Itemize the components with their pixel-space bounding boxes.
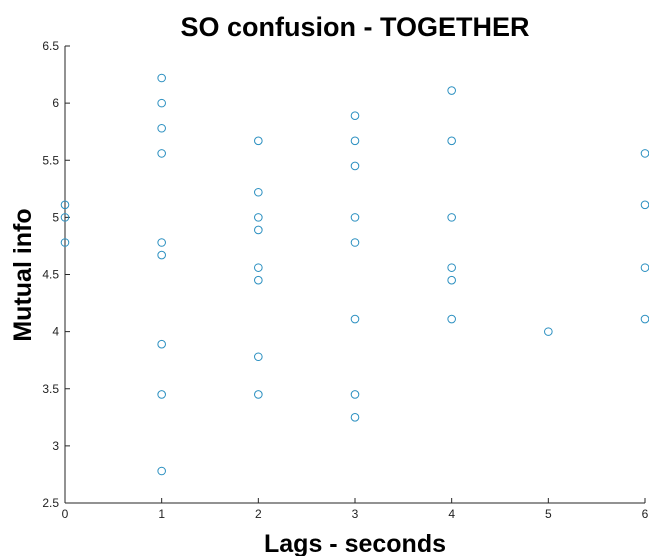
x-tick-label: 3: [352, 507, 359, 521]
data-point: [60, 238, 70, 247]
data-point: [447, 263, 456, 272]
data-point: [350, 111, 360, 120]
data-point: [350, 238, 360, 247]
x-axis-label: Lags - seconds: [264, 530, 446, 556]
data-point: [254, 390, 263, 399]
data-point: [157, 98, 166, 108]
data-point: [447, 86, 456, 95]
data-point: [60, 213, 70, 222]
data-point: [254, 136, 263, 146]
x-tick-label: 4: [448, 507, 455, 521]
data-point: [640, 200, 649, 210]
data-point: [350, 136, 360, 146]
y-tick-label: 3.5: [42, 382, 59, 396]
data-point: [350, 314, 360, 324]
data-point: [350, 390, 360, 399]
data-point: [350, 413, 360, 422]
x-tick-label: 2: [255, 507, 262, 521]
data-point: [447, 136, 456, 146]
y-tick-label: 3: [52, 439, 59, 453]
y-tick-label: 6: [52, 96, 59, 110]
y-tick-label: 6.5: [42, 39, 59, 53]
data-point: [640, 314, 649, 324]
data-point: [350, 161, 360, 171]
x-tick-label: 6: [642, 507, 649, 521]
tick-group: 0 1 2 3 4 5 6 2.5 3 3.5 4 4.5 5 5.5 6 6.5: [42, 39, 648, 521]
point-group: [60, 73, 649, 476]
data-point: [157, 149, 166, 158]
y-axis-label: Mutual info: [9, 208, 37, 341]
data-point: [157, 73, 166, 83]
data-point: [447, 275, 456, 285]
data-point: [60, 200, 70, 210]
data-point: [254, 213, 263, 222]
data-point: [254, 263, 263, 272]
y-tick-label: 2.5: [42, 496, 59, 510]
x-tick-label: 0: [62, 507, 69, 521]
x-tick-label: 1: [158, 507, 165, 521]
x-tick-label: 5: [545, 507, 552, 521]
data-point: [640, 149, 649, 158]
y-tick-label: 4.5: [42, 268, 59, 282]
data-point: [544, 327, 553, 336]
data-point: [447, 213, 456, 222]
data-point: [157, 123, 166, 133]
data-point: [157, 238, 166, 247]
data-point: [254, 225, 263, 235]
y-tick-label: 4: [52, 325, 59, 339]
data-point: [254, 352, 263, 362]
data-point: [157, 466, 166, 476]
chart-title: SO confusion - TOGETHER: [180, 12, 529, 42]
data-point: [254, 187, 263, 197]
data-point: [254, 275, 263, 285]
data-point: [447, 314, 456, 324]
data-point: [157, 250, 166, 260]
data-point: [640, 263, 649, 272]
data-point: [157, 390, 166, 399]
y-tick-label: 5: [52, 210, 59, 224]
data-point: [157, 339, 166, 349]
data-point: [350, 213, 360, 222]
y-tick-label: 5.5: [42, 153, 59, 167]
